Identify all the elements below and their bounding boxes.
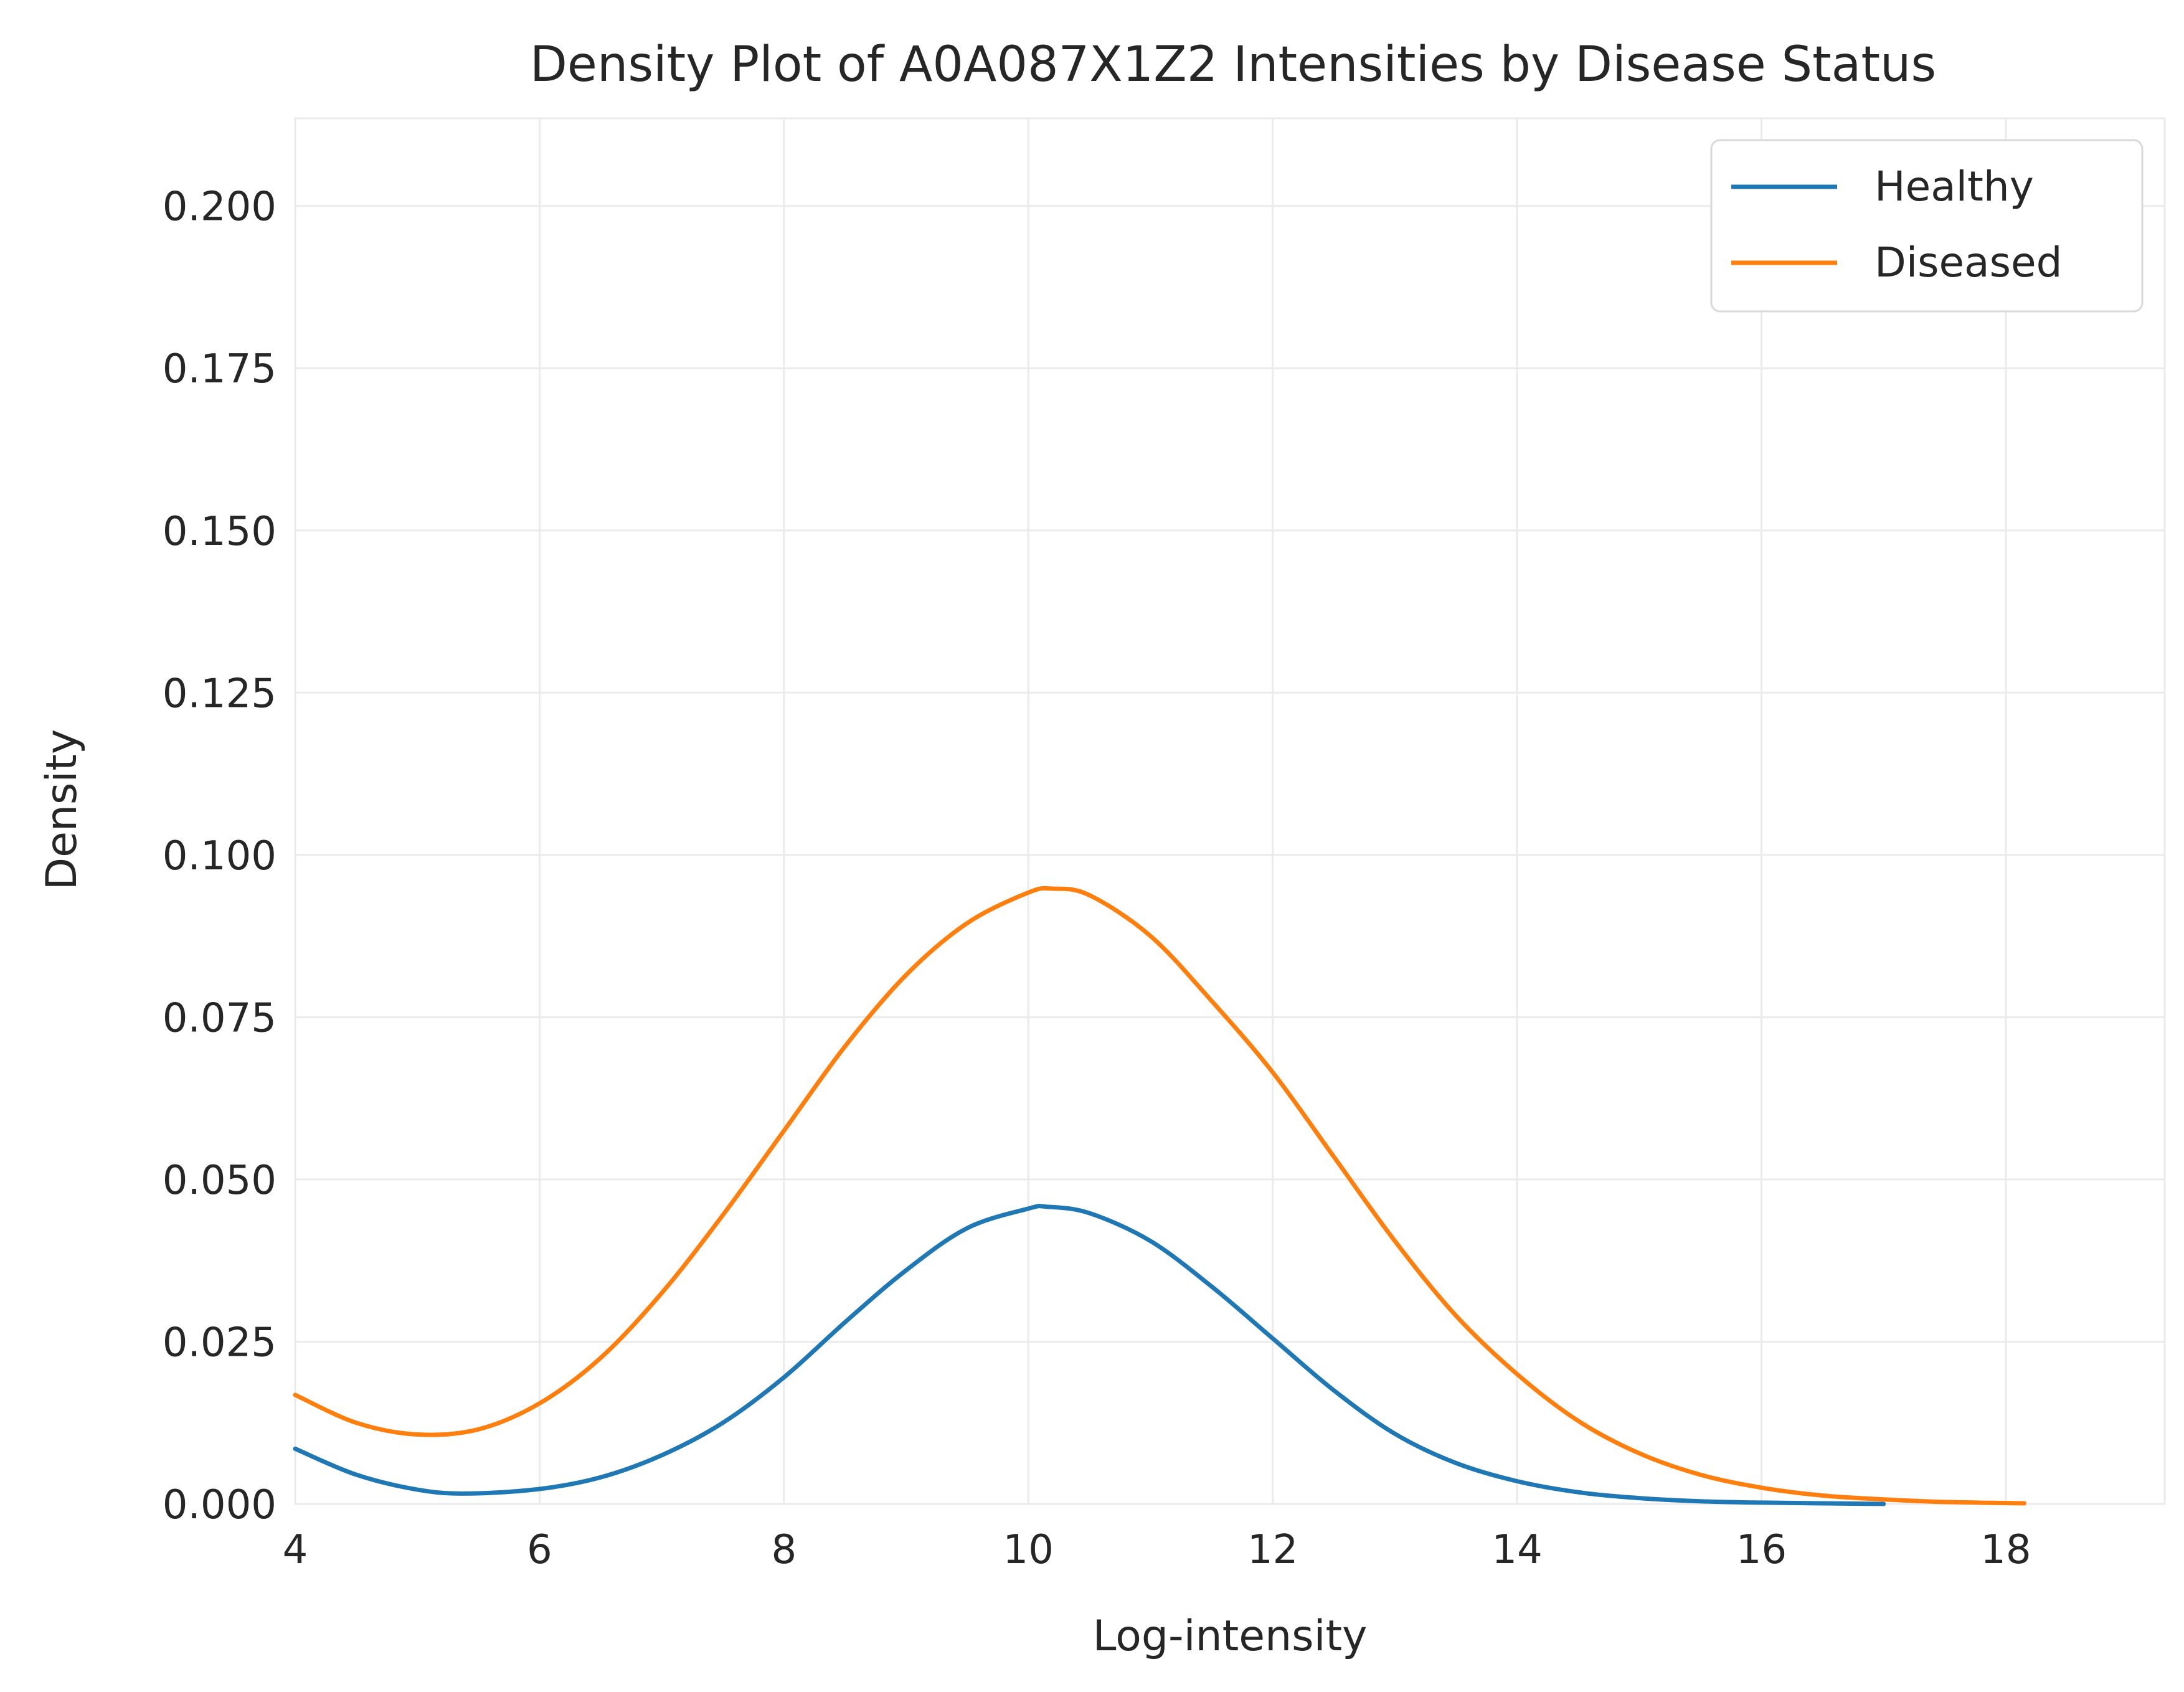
legend-label-healthy: Healthy <box>1874 163 2034 210</box>
x-tick-label: 4 <box>283 1527 308 1573</box>
plot-frame <box>294 117 2166 1505</box>
y-axis-label: Density <box>37 729 87 891</box>
y-tick-labels: 0.000 0.025 0.050 0.075 0.100 0.125 0.150 0.175… <box>163 184 277 1528</box>
x-axis-label: Log-intensity <box>1093 1612 1368 1661</box>
x-tick-label: 10 <box>1003 1527 1054 1573</box>
x-tick-label: 18 <box>1980 1527 2031 1573</box>
y-tick-label: 0.200 <box>163 184 277 230</box>
x-gridlines <box>294 118 2007 1504</box>
series-line-diseased <box>293 886 2026 1506</box>
x-tick-label: 8 <box>771 1527 797 1573</box>
legend-box <box>1710 139 2144 313</box>
x-tick-labels: 4 6 8 10 12 14 16 18 <box>283 1527 2031 1573</box>
y-tick-label: 0.075 <box>163 995 277 1041</box>
x-tick-label: 14 <box>1491 1527 1542 1573</box>
y-tick-label: 0.175 <box>163 346 277 392</box>
y-tick-label: 0.000 <box>163 1482 277 1528</box>
x-tick-label: 6 <box>527 1527 552 1573</box>
series-line-healthy <box>293 1204 1886 1506</box>
y-tick-label: 0.100 <box>163 833 277 879</box>
x-tick-label: 16 <box>1736 1527 1787 1573</box>
legend: Healthy Diseased <box>1710 139 2144 313</box>
y-tick-label: 0.050 <box>163 1158 277 1204</box>
x-tick-label: 12 <box>1247 1527 1298 1573</box>
y-tick-label: 0.150 <box>163 509 277 555</box>
y-tick-label: 0.025 <box>163 1320 277 1366</box>
y-gridlines <box>295 205 2165 1505</box>
series-layer <box>293 886 2026 1506</box>
chart-title: Density Plot of A0A087X1Z2 Intensities b… <box>530 37 1936 93</box>
legend-label-diseased: Diseased <box>1874 239 2062 286</box>
y-tick-label: 0.125 <box>163 671 277 717</box>
